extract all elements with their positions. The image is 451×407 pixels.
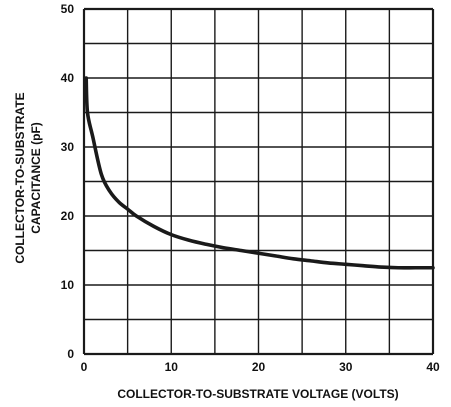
y-tick-label: 20 [61, 209, 75, 223]
x-tick-label: 0 [81, 360, 88, 374]
y-axis-title-line-1: COLLECTOR-TO-SUBSTRATE [13, 92, 27, 263]
capacitance-curve [84, 76, 435, 270]
y-axis-title-line-2: CAPACITANCE (pF) [29, 122, 43, 234]
y-tick-label: 30 [61, 140, 75, 154]
curve-layer [84, 76, 435, 270]
y-tick-label: 40 [61, 71, 75, 85]
x-tick-label: 40 [426, 360, 440, 374]
x-tick-label: 20 [252, 360, 266, 374]
tick-labels: 0 10 20 30 40 0 10 20 30 40 50 [61, 2, 440, 374]
y-tick-label: 0 [67, 347, 74, 361]
y-tick-label: 50 [61, 2, 75, 16]
y-tick-label: 10 [61, 278, 75, 292]
grid [82, 7, 435, 356]
x-axis-title: COLLECTOR-TO-SUBSTRATE VOLTAGE (VOLTS) [117, 387, 398, 401]
x-tick-label: 30 [339, 360, 353, 374]
x-tick-label: 10 [165, 360, 179, 374]
